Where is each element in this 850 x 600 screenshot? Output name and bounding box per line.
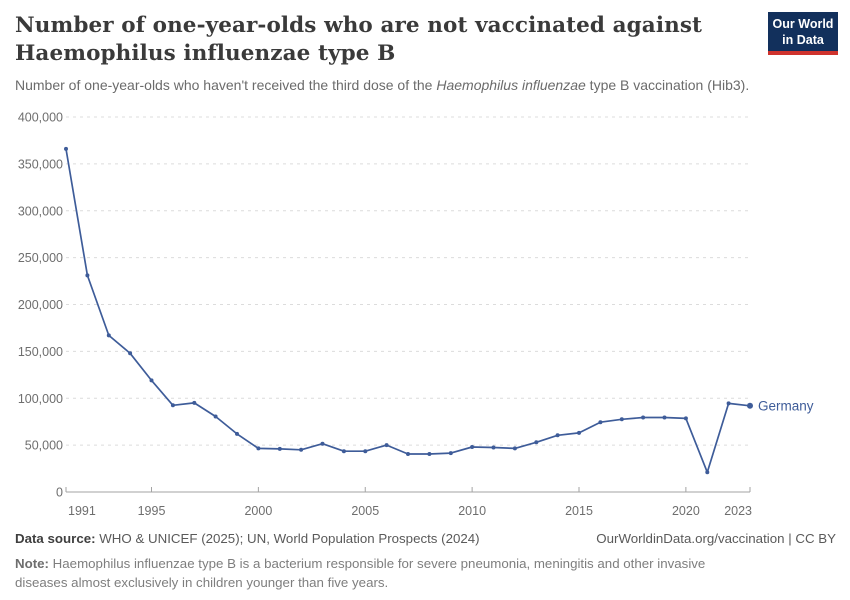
data-point-2013[interactable] xyxy=(534,440,539,445)
logo-line-2: in Data xyxy=(782,33,824,47)
data-point-2020[interactable] xyxy=(683,416,688,421)
y-tick-label: 100,000 xyxy=(18,392,63,406)
data-point-2011[interactable] xyxy=(491,445,496,450)
logo-line-1: Our World xyxy=(772,17,834,31)
owid-logo[interactable]: Our World in Data xyxy=(768,12,838,55)
data-point-1997[interactable] xyxy=(192,400,197,405)
data-point-2001[interactable] xyxy=(277,446,282,451)
chart-subtitle: Number of one-year-olds who haven't rece… xyxy=(15,77,749,93)
data-point-2007[interactable] xyxy=(406,452,410,456)
data-point-1991[interactable] xyxy=(64,146,68,151)
line-chart[interactable]: 0 50,000 100,000 150,000 200,000 250,000 300,0… xyxy=(0,0,850,530)
y-tick-label: 50,000 xyxy=(25,439,63,453)
data-point-2017[interactable] xyxy=(619,417,624,422)
series-line-germany[interactable] xyxy=(65,148,751,474)
data-point-2022[interactable] xyxy=(726,401,731,406)
data-point-2000[interactable] xyxy=(256,446,261,451)
data-source-label: Data source: xyxy=(15,531,96,546)
x-tick-label: 2015 xyxy=(565,504,593,518)
y-tick-label: 250,000 xyxy=(18,251,63,265)
y-tick-label: 400,000 xyxy=(18,111,63,125)
series-label-germany[interactable]: Germany xyxy=(758,398,814,413)
page-title: Number of one-year-olds who are not vacc… xyxy=(15,12,702,68)
y-tick-label: 350,000 xyxy=(18,157,63,171)
data-point-1994[interactable] xyxy=(128,351,133,356)
data-point-1992[interactable] xyxy=(85,273,90,278)
data-source-value: WHO & UNICEF (2025); UN, World Populatio… xyxy=(95,531,480,546)
data-point-2003[interactable] xyxy=(320,441,325,446)
x-tick-label: 2005 xyxy=(351,504,379,518)
data-point-2023[interactable] xyxy=(747,402,753,409)
data-point-2015[interactable] xyxy=(577,430,581,435)
data-point-2002[interactable] xyxy=(299,447,304,452)
x-tick-label: 1995 xyxy=(138,504,166,518)
data-point-2008[interactable] xyxy=(427,452,432,456)
subtitle-italic: Haemophilus influenzae xyxy=(436,77,586,93)
x-tick-label: 2010 xyxy=(458,504,486,518)
data-point-2021[interactable] xyxy=(705,470,710,475)
x-tick-label: 2023 xyxy=(724,504,752,518)
data-point-1998[interactable] xyxy=(213,414,218,419)
title-line-2: Haemophilus influenzae type B xyxy=(15,41,396,66)
note-line: Note: Haemophilus influenzae type B is a… xyxy=(15,555,733,592)
note-value: Haemophilus influenzae type B is a bacte… xyxy=(15,556,706,590)
data-point-2006[interactable] xyxy=(384,443,389,448)
data-point-2016[interactable] xyxy=(598,420,603,425)
data-point-2010[interactable] xyxy=(470,445,475,449)
data-point-1999[interactable] xyxy=(235,431,239,436)
x-tick-label: 1991 xyxy=(68,504,96,518)
data-point-2019[interactable] xyxy=(662,415,667,420)
y-tick-label: 150,000 xyxy=(18,345,63,359)
data-point-1996[interactable] xyxy=(170,403,175,408)
x-tick-label: 2000 xyxy=(244,504,272,518)
note-label: Note: xyxy=(15,556,49,571)
data-point-2018[interactable] xyxy=(641,415,646,420)
x-tick-label: 2020 xyxy=(672,504,700,518)
data-point-2014[interactable] xyxy=(555,433,560,438)
data-point-2012[interactable] xyxy=(512,446,517,451)
data-source-line: Data source: WHO & UNICEF (2025); UN, Wo… xyxy=(15,531,480,546)
subtitle-text-2: type B vaccination (Hib3). xyxy=(585,77,750,93)
data-point-2004[interactable] xyxy=(341,449,346,454)
y-tick-label: 300,000 xyxy=(18,204,63,218)
data-point-2009[interactable] xyxy=(448,451,453,456)
data-point-2005[interactable] xyxy=(363,449,368,454)
y-tick-label: 200,000 xyxy=(18,298,63,312)
subtitle-text-1: Number of one-year-olds who haven't rece… xyxy=(15,77,437,93)
title-line-1: Number of one-year-olds who are not vacc… xyxy=(15,13,703,38)
license-link[interactable]: OurWorldinData.org/vaccination | CC BY xyxy=(596,531,836,546)
data-point-1993[interactable] xyxy=(106,333,111,338)
data-point-1995[interactable] xyxy=(149,378,154,383)
y-tick-label: 0 xyxy=(56,486,63,500)
chart-footer: Data source: WHO & UNICEF (2025); UN, Wo… xyxy=(15,531,836,592)
